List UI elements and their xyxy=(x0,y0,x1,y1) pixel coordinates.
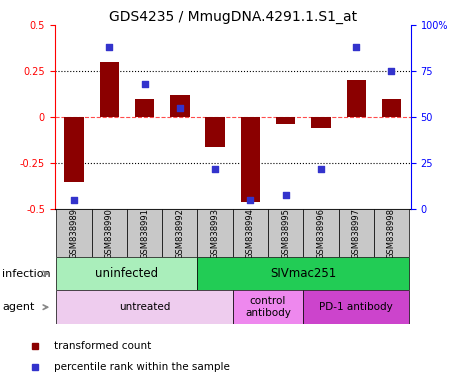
Bar xyxy=(233,209,268,257)
Bar xyxy=(304,290,409,324)
Text: GSM838997: GSM838997 xyxy=(352,208,361,259)
Point xyxy=(70,197,78,203)
Point xyxy=(247,197,254,203)
Bar xyxy=(57,290,233,324)
Text: GSM838998: GSM838998 xyxy=(387,208,396,259)
Text: PD-1 antibody: PD-1 antibody xyxy=(319,302,393,312)
Text: GSM838990: GSM838990 xyxy=(105,208,114,259)
Point xyxy=(282,192,289,198)
Point xyxy=(388,68,395,74)
Text: uninfected: uninfected xyxy=(95,267,159,280)
Point xyxy=(141,81,148,87)
Point xyxy=(211,166,219,172)
Bar xyxy=(92,209,127,257)
Bar xyxy=(304,209,339,257)
Bar xyxy=(135,99,154,117)
Point xyxy=(176,105,184,111)
Text: control
antibody: control antibody xyxy=(245,296,291,318)
Bar xyxy=(127,209,162,257)
Text: transformed count: transformed count xyxy=(54,341,151,351)
Bar xyxy=(311,117,331,128)
Bar xyxy=(241,117,260,202)
Point xyxy=(317,166,325,172)
Bar xyxy=(346,80,366,117)
Bar xyxy=(162,209,198,257)
Text: SIVmac251: SIVmac251 xyxy=(270,267,336,280)
Bar xyxy=(233,290,304,324)
Text: GSM838989: GSM838989 xyxy=(69,208,78,259)
Bar xyxy=(382,99,401,117)
Bar xyxy=(57,209,92,257)
Text: percentile rank within the sample: percentile rank within the sample xyxy=(54,362,229,372)
Bar xyxy=(339,209,374,257)
Bar xyxy=(374,209,409,257)
Text: infection: infection xyxy=(2,268,51,279)
Bar xyxy=(198,209,233,257)
Text: GSM838996: GSM838996 xyxy=(316,208,325,259)
Text: GSM838991: GSM838991 xyxy=(140,208,149,259)
Bar xyxy=(100,62,119,117)
Bar xyxy=(57,257,198,290)
Text: agent: agent xyxy=(2,302,35,312)
Text: GSM838994: GSM838994 xyxy=(246,208,255,259)
Text: GSM838995: GSM838995 xyxy=(281,208,290,259)
Text: untreated: untreated xyxy=(119,302,170,312)
Text: GSM838992: GSM838992 xyxy=(175,208,184,259)
Bar xyxy=(205,117,225,147)
Bar xyxy=(170,95,190,117)
Bar xyxy=(276,117,295,124)
Point xyxy=(352,44,360,50)
Title: GDS4235 / MmugDNA.4291.1.S1_at: GDS4235 / MmugDNA.4291.1.S1_at xyxy=(109,10,357,24)
Point xyxy=(105,44,113,50)
Bar xyxy=(64,117,84,182)
Bar xyxy=(198,257,409,290)
Bar xyxy=(268,209,304,257)
Text: GSM838993: GSM838993 xyxy=(210,208,219,259)
